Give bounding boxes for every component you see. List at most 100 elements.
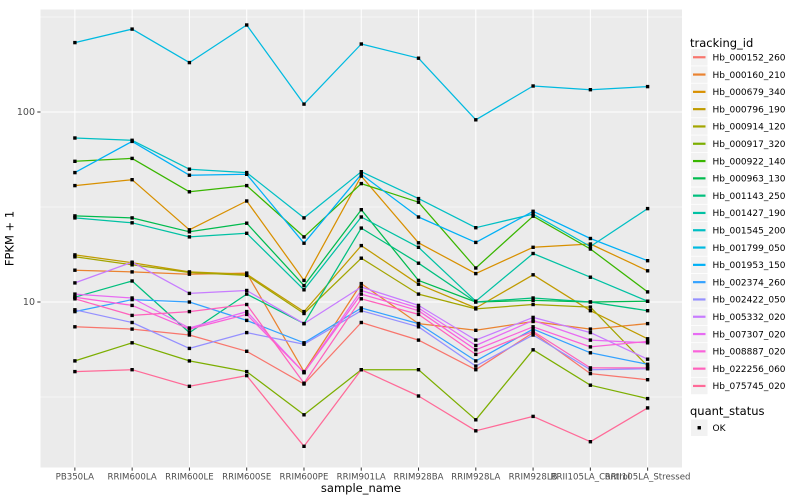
legend-item-label: Hb_000914_120 — [713, 123, 786, 133]
data-point-Hb_008887_020 — [359, 292, 363, 296]
data-point-Hb_000152_260 — [645, 378, 650, 382]
legend-item-label: Hb_005332_020 — [713, 313, 786, 323]
data-point-Hb_001953_150 — [302, 241, 306, 245]
data-point-Hb_000922_140 — [645, 290, 650, 294]
data-point-Hb_000963_130 — [73, 214, 77, 218]
data-point-Hb_000963_130 — [130, 216, 134, 220]
legend-ok-label: OK — [713, 424, 727, 434]
data-point-Hb_000922_140 — [187, 190, 192, 194]
data-point-Hb_000922_140 — [531, 214, 535, 218]
data-point-Hb_001799_050 — [474, 118, 478, 122]
data-point-Hb_001143_250 — [245, 292, 249, 296]
data-point-Hb_000152_260 — [73, 325, 77, 329]
data-point-Hb_022256_060 — [130, 313, 134, 318]
data-point-Hb_005332_020 — [359, 285, 363, 289]
data-point-Hb_000917_320 — [531, 348, 535, 352]
data-point-Hb_075745_020 — [588, 440, 593, 444]
data-point-Hb_000679_340 — [73, 183, 77, 188]
data-point-Hb_007307_020 — [588, 338, 593, 342]
data-point-Hb_000917_320 — [645, 396, 650, 401]
data-point-Hb_002374_260 — [531, 327, 535, 331]
data-point-Hb_075745_020 — [359, 368, 363, 372]
data-point-Hb_001799_050 — [359, 42, 363, 46]
data-point-Hb_000917_320 — [588, 383, 593, 387]
legend-item-label: Hb_075745_020 — [713, 382, 786, 392]
data-point-Hb_001427_190 — [302, 288, 306, 292]
data-point-Hb_007307_020 — [73, 292, 77, 296]
data-point-Hb_001545_200 — [73, 136, 77, 140]
data-point-Hb_001953_150 — [73, 170, 77, 175]
x-tick-label: RRII105LA_Stressed — [605, 473, 691, 483]
legend-item-label: Hb_002422_050 — [713, 296, 786, 306]
data-point-Hb_022256_060 — [359, 297, 363, 301]
data-point-Hb_001545_200 — [416, 196, 421, 201]
data-point-Hb_005332_020 — [245, 288, 249, 293]
data-point-Hb_000914_120 — [73, 255, 77, 259]
data-point-Hb_002374_260 — [245, 318, 249, 323]
legend-item-label: Hb_000160_210 — [713, 71, 786, 81]
data-point-Hb_001545_200 — [302, 216, 306, 220]
data-point-Hb_005332_020 — [416, 303, 421, 308]
data-point-Hb_022256_060 — [645, 366, 650, 370]
data-point-Hb_000963_130 — [359, 208, 363, 212]
legend-item-label: Hb_001799_050 — [713, 244, 786, 254]
data-point-Hb_001143_250 — [645, 309, 650, 313]
data-point-Hb_000679_340 — [130, 178, 134, 182]
y-axis-title: FPKM + 1 — [3, 211, 17, 266]
data-point-Hb_000922_140 — [302, 235, 306, 239]
data-point-Hb_007307_020 — [474, 343, 478, 348]
data-point-Hb_000152_260 — [187, 333, 192, 337]
legend-item-label: Hb_008887_020 — [713, 348, 786, 358]
data-point-Hb_000914_120 — [474, 307, 478, 311]
data-point-Hb_005332_020 — [130, 260, 134, 264]
data-point-Hb_000160_210 — [187, 272, 192, 276]
data-point-Hb_008887_020 — [474, 348, 478, 352]
data-point-Hb_001143_250 — [531, 296, 535, 300]
x-tick-label: RRII105LA_Control — [551, 473, 631, 483]
data-point-Hb_008887_020 — [416, 309, 421, 313]
data-point-Hb_008887_020 — [531, 325, 535, 329]
data-point-Hb_008887_020 — [245, 312, 249, 317]
legend-item-label: Hb_000152_260 — [713, 53, 786, 63]
data-point-Hb_022256_060 — [73, 297, 77, 301]
data-point-Hb_000152_260 — [359, 320, 363, 325]
data-point-Hb_001953_150 — [359, 172, 363, 176]
data-point-Hb_007307_020 — [416, 306, 421, 310]
data-point-Hb_007307_020 — [531, 318, 535, 323]
data-point-Hb_001953_150 — [645, 259, 650, 263]
data-point-Hb_000160_210 — [645, 321, 650, 326]
data-point-Hb_001545_200 — [245, 170, 249, 175]
data-point-Hb_000914_120 — [416, 292, 421, 296]
data-point-Hb_075745_020 — [531, 414, 535, 419]
x-tick-label: PB350LA — [56, 473, 94, 483]
data-point-Hb_001427_190 — [474, 299, 478, 303]
data-point-Hb_000152_260 — [474, 368, 478, 372]
data-point-Hb_000796_190 — [588, 309, 593, 313]
data-point-Hb_000679_340 — [359, 174, 363, 178]
data-point-Hb_000796_190 — [645, 337, 650, 341]
data-point-Hb_002422_050 — [187, 346, 192, 351]
data-point-Hb_000917_320 — [416, 368, 421, 372]
data-point-Hb_000922_140 — [359, 181, 363, 186]
data-point-Hb_007307_020 — [245, 309, 249, 314]
data-point-Hb_075745_020 — [130, 368, 134, 372]
x-tick-label: RRIM901LA — [337, 473, 386, 483]
x-tick-label: RRIM600LE — [165, 473, 214, 483]
data-point-Hb_000917_320 — [474, 418, 478, 422]
data-point-Hb_000963_130 — [187, 230, 192, 234]
data-point-Hb_001427_190 — [245, 231, 249, 235]
chart-generated-content: 10 100 PB350LA RRIM600LA RRIM600LE RRIM600SE R… — [17, 9, 786, 483]
data-point-Hb_002374_260 — [645, 362, 650, 366]
legend-item-label: Hb_022256_060 — [713, 365, 786, 375]
legend-item-label: Hb_001427_190 — [713, 209, 786, 219]
data-point-Hb_000796_190 — [416, 282, 421, 286]
data-point-Hb_000914_120 — [645, 364, 650, 368]
data-point-Hb_022256_060 — [474, 352, 478, 357]
data-point-Hb_000152_260 — [130, 327, 134, 331]
x-tick-label: RRIM600SE — [222, 473, 271, 483]
data-point-Hb_000917_320 — [302, 413, 306, 417]
legend-item-label: Hb_000922_140 — [713, 157, 786, 167]
data-point-Hb_008887_020 — [645, 339, 650, 344]
